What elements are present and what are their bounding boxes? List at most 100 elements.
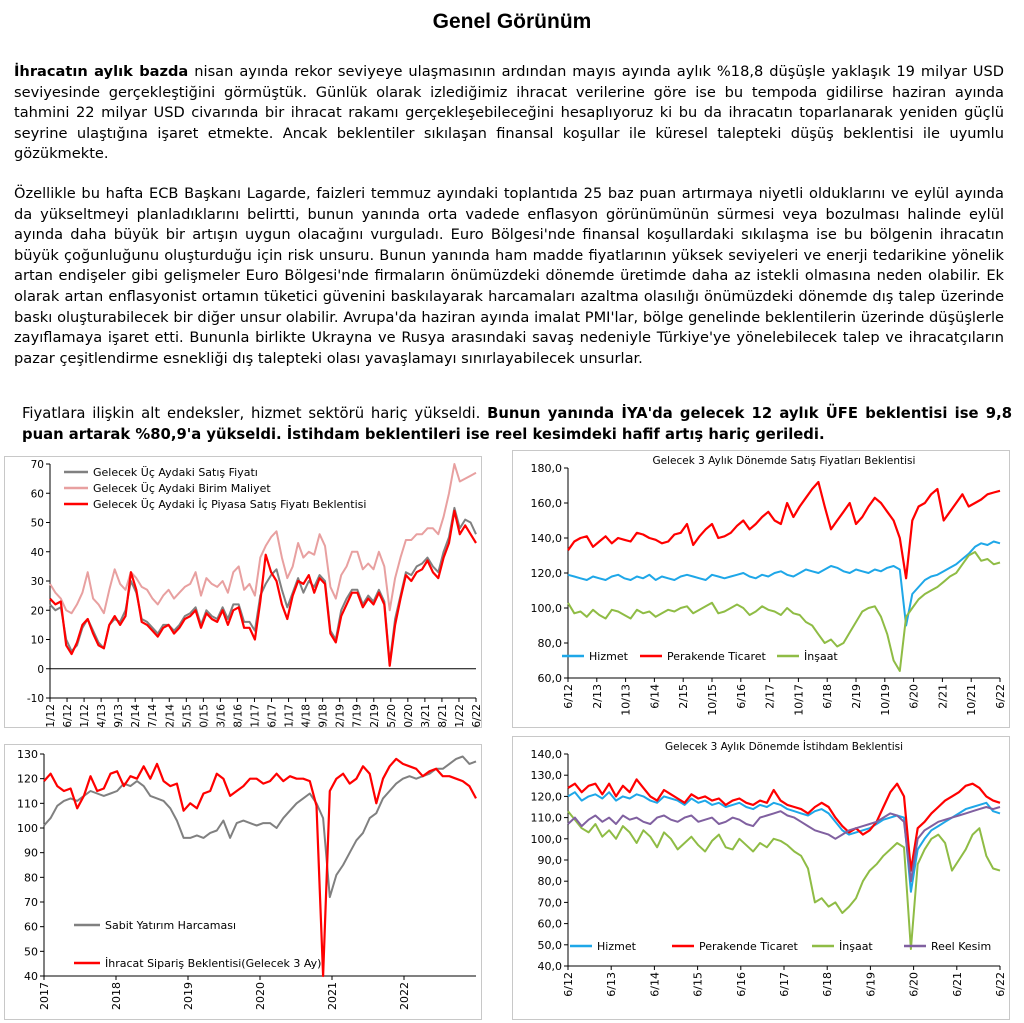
x-tick-label: 5/20 [386,704,398,728]
paragraph-price-indices: Fiyatlara ilişkin alt endeksler, hizmet … [22,404,1012,445]
x-tick-label: 10/19 [879,684,892,716]
y-tick-label: 110 [17,797,38,810]
legend-label-2: Perakende Ticaret [699,940,799,953]
x-tick-label: 6/20 [908,972,921,997]
y-tick-label: 100,0 [531,833,563,846]
x-tick-label: 8/16 [232,704,244,728]
x-tick-label: 2020 [254,982,267,1010]
x-tick-label: 10/15 [706,684,719,716]
paragraph-exports: İhracatın aylık bazda nisan ayında rekor… [14,62,1004,165]
y-tick-label: 160,0 [531,497,563,510]
y-tick-label: 50 [31,518,44,530]
legend-label-1: Sabit Yatırım Harcaması [105,919,236,932]
x-tick-label: 1/22 [454,704,466,728]
y-tick-label: 80,0 [538,875,563,888]
x-tick-label: 6/22 [994,972,1007,997]
x-tick-label: 4/13 [96,704,108,728]
x-tick-label: 6/22 [994,684,1007,709]
series-line-2 [567,480,1001,580]
y-tick-label: 90,0 [538,854,563,867]
x-tick-label: 2022 [398,982,411,1010]
y-tick-label: 20 [31,605,44,617]
legend-label-1: Hizmet [589,650,629,663]
chart-employment-expectations: Gelecek 3 Aylık Dönemde İstihdam Beklent… [512,736,1010,1020]
x-tick-label: 4/18 [301,704,313,728]
y-tick-label: 40,0 [538,960,563,973]
x-tick-label: 2017 [38,982,51,1010]
x-tick-label: 9/13 [113,704,125,728]
x-tick-label: 10/15 [198,704,210,728]
series-line-2 [49,463,477,615]
y-tick-label: 40 [24,970,38,983]
chart-frame [512,736,1010,1020]
page-title: Genel Görünüm [432,10,592,33]
y-tick-label: 180,0 [531,462,563,475]
x-tick-label: 9/18 [318,704,330,728]
x-tick-label: 6/18 [821,684,834,709]
legend-label-1: Hizmet [597,940,637,953]
series-line-3 [567,810,1001,950]
y-tick-label: 60,0 [538,918,563,931]
y-tick-label: 130 [17,748,38,761]
y-tick-label: 60 [31,488,44,500]
y-tick-label: 40 [31,547,44,559]
y-tick-label: 130,0 [531,769,563,782]
x-tick-label: 6/13 [605,972,618,997]
x-tick-label: 10/21 [965,684,978,716]
y-tick-label: 120 [17,773,38,786]
x-tick-label: 6/17 [778,972,791,997]
x-tick-label: 12/14 [164,704,176,728]
x-tick-label: 6/12 [562,684,575,709]
x-tick-label: 5/15 [181,704,193,728]
legend-label-3: İnşaat [839,940,873,953]
y-tick-label: 0 [37,664,44,676]
y-tick-label: 100,0 [531,602,563,615]
legend-label-2: Perakende Ticaret [667,650,767,663]
legend-label-1: Gelecek Üç Aydaki Satış Fiyatı [93,466,258,479]
paragraph-ecb: Özellikle bu hafta ECB Başkanı Lagarde, … [14,185,1004,367]
y-tick-label: 120,0 [531,790,563,803]
x-tick-label: 8/21 [437,704,449,728]
x-tick-label: 2/21 [936,684,949,709]
x-tick-label: 3/21 [420,704,432,728]
series-line-2 [567,778,1001,872]
y-tick-label: 60,0 [538,672,563,685]
x-tick-label: 6/12 [562,972,575,997]
x-tick-label: 6/12 [62,704,74,728]
series-line-3 [567,551,1001,672]
x-tick-label: 10/17 [792,684,805,716]
chart-investment-export-orders: 40 50 60 70 80 90 100 110 120 130 2017 2018 2019 2020… [4,744,482,1020]
legend-label-2: Gelecek Üç Aydaki Birim Maliyet [93,482,271,495]
y-tick-label: 90 [24,847,38,860]
y-tick-label: 60 [24,921,38,934]
x-tick-label: 2/17 [764,684,777,709]
y-tick-label: 50 [24,945,38,958]
x-tick-label: 2/13 [591,684,604,709]
y-tick-label: 80 [24,871,38,884]
legend-label-2: İhracat Sipariş Beklentisi(Gelecek 3 Ay) [105,957,321,970]
x-tick-label: 2018 [110,982,123,1010]
x-tick-label: 2/19 [335,704,347,728]
y-tick-label: 100 [17,822,38,835]
x-tick-label: 6/16 [735,684,748,709]
y-tick-label: 120,0 [531,567,563,580]
y-tick-label: 50,0 [538,939,563,952]
y-tick-label: 70,0 [538,896,563,909]
y-tick-label: 30 [31,576,44,588]
paragraph-price-indices-bold: Bunun yanında İYA'da gelecek 12 aylık ÜF… [22,405,1012,443]
x-tick-label: 6/18 [821,972,834,997]
y-tick-label: -10 [27,693,44,705]
x-tick-label: 6/16 [735,972,748,997]
x-tick-label: 7/19 [352,704,364,728]
x-tick-label: 10/20 [403,704,415,728]
x-tick-label: 6/20 [908,684,921,709]
x-tick-label: 10/13 [620,684,633,716]
y-tick-label: 140,0 [531,748,563,761]
x-tick-label: 6/17 [267,704,279,728]
y-tick-label: 110,0 [531,812,563,825]
paragraph-exports-lead: İhracatın aylık bazda [14,63,189,80]
x-tick-label: 6/14 [648,972,661,997]
y-tick-label: 140,0 [531,532,563,545]
x-tick-label: 3/16 [215,704,227,728]
paragraph-exports-body: nisan ayında rekor seviyeye ulaşmasının … [14,63,1004,163]
